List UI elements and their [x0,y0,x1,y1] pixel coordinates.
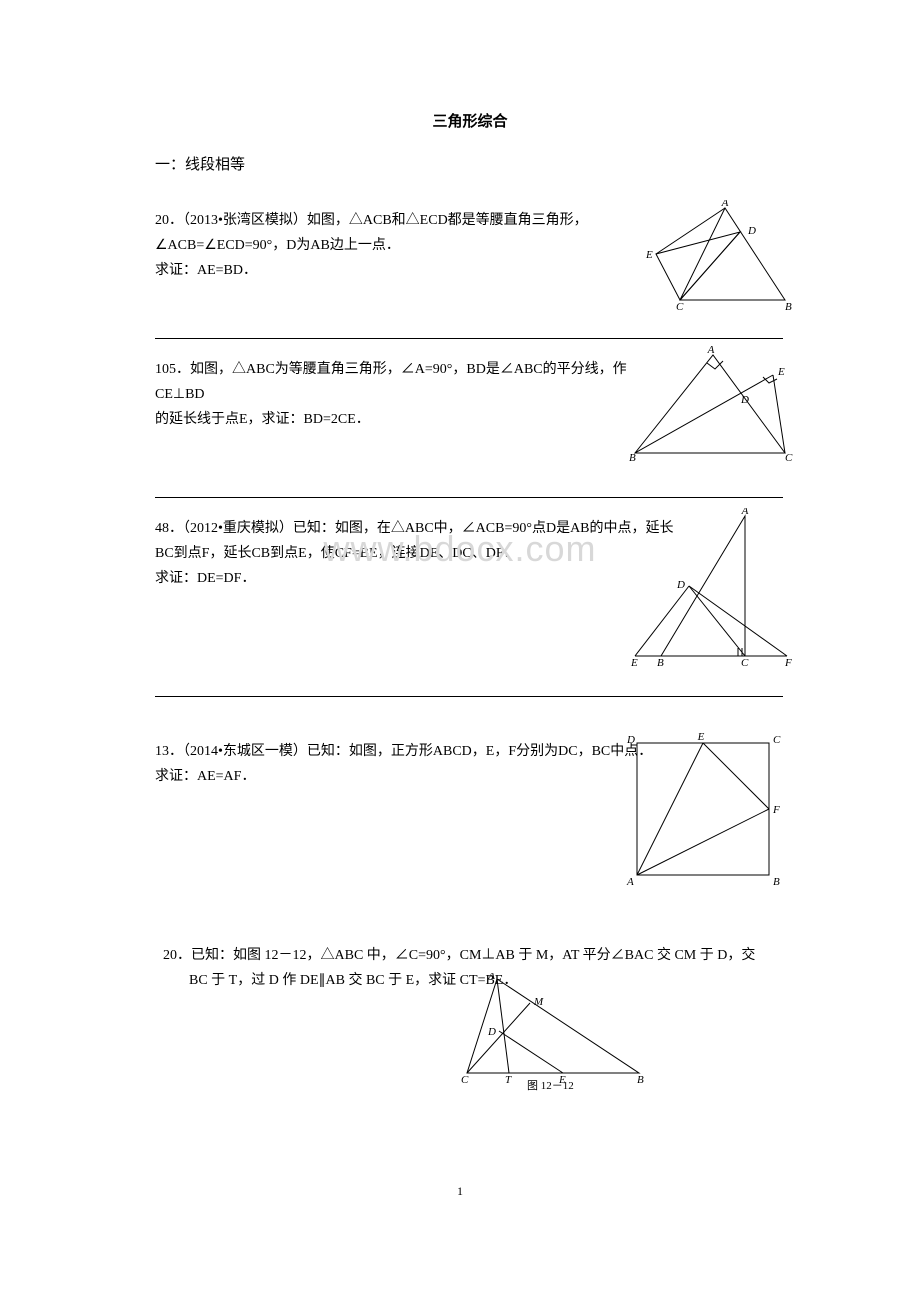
svg-text:E: E [630,657,638,668]
svg-text:C: C [785,452,793,463]
svg-text:E: E [777,366,785,378]
problem-20b: 20．已知：如图 12－12，△ABC 中，∠C=90°，CM⊥AB 于 M，A… [155,943,785,1093]
svg-text:D: D [747,225,756,237]
p48-line3: 求证：DE=DF． [155,566,675,591]
svg-text:A: A [707,345,715,356]
problem-105: 105．如图，△ABC为等腰直角三角形，∠A=90°，BD是∠ABC的平分线，作… [155,357,785,485]
svg-text:C: C [676,301,684,310]
p20-figure: A D E C B [630,200,795,315]
divider-3 [155,696,783,697]
svg-text:D: D [626,734,635,746]
problem-20: 20．（2013•张湾区模拟）如图，△ACB和△ECD都是等腰直角三角形， ∠A… [155,208,785,326]
svg-text:A: A [721,200,729,209]
page-title: 三角形综合 [155,110,785,131]
p13-line2: 求证：AE=AF． [155,764,665,789]
svg-text:B: B [657,657,664,668]
svg-text:A: A [487,973,495,982]
page-number: 1 [457,1184,463,1199]
divider-1 [155,338,783,339]
svg-text:E: E [697,731,705,743]
svg-text:D: D [740,394,749,406]
svg-text:B: B [637,1074,644,1086]
p20-line1: 20．（2013•张湾区模拟）如图，△ACB和△ECD都是等腰直角三角形， [155,208,645,233]
p48-line1: 48．（2012•重庆模拟）已知：如图，在△ABC中，∠ACB=90°点D是AB… [155,516,675,541]
svg-text:F: F [772,804,780,816]
p20-line3: 求证：AE=BD． [155,258,645,283]
section-header: 一：线段相等 [155,153,785,174]
svg-text:T: T [505,1074,512,1086]
svg-text:D: D [676,579,685,591]
problem-48: 48．（2012•重庆模拟）已知：如图，在△ABC中，∠ACB=90°点D是AB… [155,516,785,684]
svg-text:图 12－12: 图 12－12 [527,1079,574,1091]
p105-line1: 105．如图，△ABC为等腰直角三角形，∠A=90°，BD是∠ABC的平分线，作… [155,357,665,407]
svg-text:C: C [773,734,781,746]
divider-2 [155,497,783,498]
p105-figure: A E D B C [625,345,797,468]
p13-line1: 13．（2014•东城区一模）已知：如图，正方形ABCD，E，F分别为DC，BC… [155,739,665,764]
p20b-figure: A M D C T E B 图 12－12 [455,973,650,1096]
svg-text:D: D [487,1026,496,1038]
svg-text:C: C [461,1074,469,1086]
svg-text:F: F [784,657,792,668]
svg-text:B: B [773,876,780,888]
svg-text:A: A [741,508,749,517]
p48-figure: A D E B C F [627,508,797,673]
problem-13: 13．（2014•东城区一模）已知：如图，正方形ABCD，E，F分别为DC，BC… [155,739,785,917]
svg-text:C: C [741,657,749,668]
p13-figure: D E C F A B [625,731,785,894]
p20-line2: ∠ACB=∠ECD=90°，D为AB边上一点． [155,233,645,258]
p20b-line1: 20．已知：如图 12－12，△ABC 中，∠C=90°，CM⊥AB 于 M，A… [163,943,785,968]
p48-line2: BC到点F，延长CB到点E，使CF=BE，连接DE、DC、DF． [155,541,675,566]
svg-text:E: E [645,249,653,261]
p105-line2: 的延长线于点E，求证：BD=2CE． [155,407,665,432]
svg-text:A: A [626,876,634,888]
svg-text:B: B [629,452,636,463]
svg-text:B: B [785,301,792,310]
svg-text:M: M [533,996,544,1008]
